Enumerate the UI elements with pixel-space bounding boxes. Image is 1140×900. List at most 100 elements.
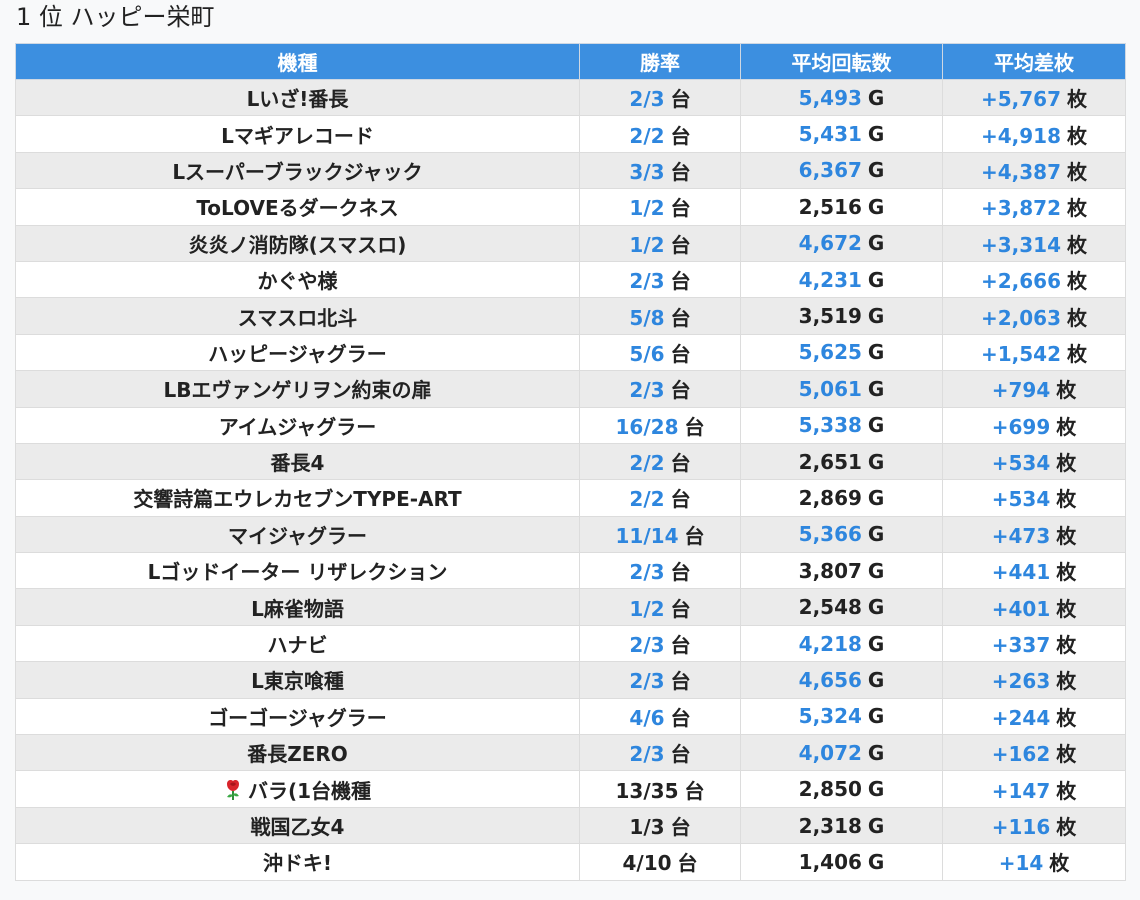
machine-name-cell[interactable]: マイジャグラー xyxy=(15,515,580,554)
avg-spins-cell: 5,324 G xyxy=(740,697,943,736)
header-avg-spins[interactable]: 平均回転数 xyxy=(740,43,943,80)
avg-spins-value: 4,218 xyxy=(798,631,862,656)
avg-diff-cell: +244 枚 xyxy=(942,697,1126,736)
avg-diff-cell: +699 枚 xyxy=(942,406,1126,444)
avg-diff-unit: 枚 xyxy=(1056,596,1077,621)
avg-spins-value: 2,869 xyxy=(798,485,862,510)
machine-name-cell[interactable]: ハナビ xyxy=(15,624,580,663)
avg-spins-unit: G xyxy=(867,631,885,656)
win-rate-unit: 台 xyxy=(670,159,691,184)
avg-diff-cell: +473 枚 xyxy=(942,515,1126,554)
avg-diff-unit: 枚 xyxy=(1049,851,1070,876)
avg-spins-value: 5,493 xyxy=(798,85,862,110)
win-rate-value: 16/28 xyxy=(615,414,679,439)
avg-diff-unit: 枚 xyxy=(1056,669,1077,694)
avg-diff-value: +244 xyxy=(991,705,1051,730)
win-rate-value: 2/2 xyxy=(629,123,665,148)
table-row: Lスーパーブラックジャック 3/3 台 6,367 G +4,387 枚 xyxy=(15,151,1126,190)
machine-name-cell[interactable]: LBエヴァンゲリヲン約束の扉 xyxy=(15,370,580,408)
machine-name-cell[interactable]: Lマギアレコード xyxy=(15,115,580,153)
avg-spins-unit: G xyxy=(867,194,885,219)
avg-spins-value: 1,406 xyxy=(798,849,862,874)
win-rate-value: 1/2 xyxy=(629,196,665,221)
avg-diff-cell: +441 枚 xyxy=(942,552,1126,590)
machine-name-cell[interactable]: 戦国乙女4 xyxy=(15,806,580,845)
table-row: LBエヴァンゲリヲン約束の扉 2/3 台 5,061 G +794 枚 xyxy=(15,370,1126,408)
win-rate-unit: 台 xyxy=(684,523,705,548)
machine-name-cell[interactable]: Lゴッドイーター リザレクション xyxy=(15,552,580,590)
avg-spins-unit: G xyxy=(867,158,885,183)
machine-name: アイムジャグラー xyxy=(218,414,377,439)
machine-name-cell[interactable]: スマスロ北斗 xyxy=(15,297,580,335)
win-rate-unit: 台 xyxy=(670,451,691,476)
avg-diff-value: +699 xyxy=(991,414,1051,439)
avg-diff-value: +401 xyxy=(991,596,1051,621)
avg-diff-value: +263 xyxy=(991,669,1051,694)
machine-name-cell[interactable]: バラ(1台機種 xyxy=(15,770,580,808)
machine-name-cell[interactable]: 沖ドキ! xyxy=(15,843,580,881)
machine-name-cell[interactable]: L麻雀物語 xyxy=(15,588,580,626)
machine-name: L東京喰種 xyxy=(251,669,344,694)
machine-name-cell[interactable]: かぐや様 xyxy=(15,260,580,299)
machine-name-cell[interactable]: L東京喰種 xyxy=(15,661,580,699)
machine-name-cell[interactable]: 交響詩篇エウレカセブンTYPE-ART xyxy=(15,479,580,517)
win-rate-unit: 台 xyxy=(670,232,691,257)
avg-spins-unit: G xyxy=(867,485,885,510)
win-rate-cell: 2/3 台 xyxy=(579,260,741,299)
avg-spins-cell: 4,231 G xyxy=(740,260,943,299)
win-rate-cell: 2/3 台 xyxy=(579,552,741,590)
table-row: Lマギアレコード 2/2 台 5,431 G +4,918 枚 xyxy=(15,115,1126,153)
machine-name-cell[interactable]: ToLOVEるダークネス xyxy=(15,188,580,226)
avg-spins-value: 4,231 xyxy=(798,267,862,292)
win-rate-cell: 2/2 台 xyxy=(579,115,741,153)
win-rate-value: 11/14 xyxy=(615,523,679,548)
win-rate-cell: 1/2 台 xyxy=(579,224,741,262)
machine-name-cell[interactable]: 番長ZERO xyxy=(15,734,580,772)
machine-name-cell[interactable]: ハッピージャグラー xyxy=(15,333,580,372)
win-rate-cell: 13/35 台 xyxy=(579,770,741,808)
avg-diff-cell: +401 枚 xyxy=(942,588,1126,626)
header-avg-diff[interactable]: 平均差枚 xyxy=(942,43,1126,80)
avg-diff-value: +2,666 xyxy=(980,269,1062,294)
machine-name-cell[interactable]: 炎炎ノ消防隊(スマスロ) xyxy=(15,224,580,262)
machine-name-cell[interactable]: アイムジャグラー xyxy=(15,406,580,444)
win-rate-value: 5/6 xyxy=(629,341,665,366)
avg-spins-cell: 2,651 G xyxy=(740,442,943,481)
avg-diff-value: +14 xyxy=(998,851,1044,876)
avg-diff-unit: 枚 xyxy=(1056,451,1077,476)
header-machine[interactable]: 機種 xyxy=(15,43,580,80)
avg-spins-cell: 2,516 G xyxy=(740,188,943,226)
machine-name: Lゴッドイーター リザレクション xyxy=(147,560,448,585)
avg-spins-unit: G xyxy=(867,777,885,802)
avg-spins-unit: G xyxy=(867,595,885,620)
avg-diff-value: +3,314 xyxy=(980,232,1062,257)
avg-spins-cell: 2,869 G xyxy=(740,479,943,517)
avg-spins-unit: G xyxy=(867,558,885,583)
avg-diff-value: +473 xyxy=(991,523,1051,548)
avg-diff-value: +4,918 xyxy=(980,123,1062,148)
win-rate-unit: 台 xyxy=(670,196,691,221)
table-row: 交響詩篇エウレカセブンTYPE-ART 2/2 台 2,869 G +534 枚 xyxy=(15,479,1126,517)
machine-name-cell[interactable]: 番長4 xyxy=(15,442,580,481)
avg-spins-value: 2,548 xyxy=(798,595,862,620)
avg-diff-cell: +116 枚 xyxy=(942,806,1126,845)
win-rate-value: 1/2 xyxy=(629,596,665,621)
avg-spins-cell: 2,850 G xyxy=(740,770,943,808)
machine-name: 戦国乙女4 xyxy=(250,815,345,839)
avg-diff-unit: 枚 xyxy=(1056,523,1077,548)
avg-diff-cell: +14 枚 xyxy=(942,843,1126,881)
machine-name: 交響詩篇エウレカセブンTYPE-ART xyxy=(133,487,462,512)
machine-name-cell[interactable]: Lスーパーブラックジャック xyxy=(15,151,580,190)
avg-spins-unit: G xyxy=(867,304,885,329)
win-rate-cell: 2/2 台 xyxy=(579,479,741,517)
avg-spins-unit: G xyxy=(867,667,885,692)
table-row: マイジャグラー 11/14 台 5,366 G +473 枚 xyxy=(15,515,1126,554)
machine-name: LBエヴァンゲリヲン約束の扉 xyxy=(163,378,432,403)
machine-name-cell[interactable]: ゴーゴージャグラー xyxy=(15,697,580,736)
avg-diff-cell: +794 枚 xyxy=(942,370,1126,408)
avg-spins-cell: 3,807 G xyxy=(740,552,943,590)
table-row: 炎炎ノ消防隊(スマスロ) 1/2 台 4,672 G +3,314 枚 xyxy=(15,224,1126,262)
header-win-rate[interactable]: 勝率 xyxy=(579,43,741,80)
win-rate-value: 1/2 xyxy=(629,232,665,257)
machine-name-cell[interactable]: Lいざ!番長 xyxy=(15,78,580,117)
